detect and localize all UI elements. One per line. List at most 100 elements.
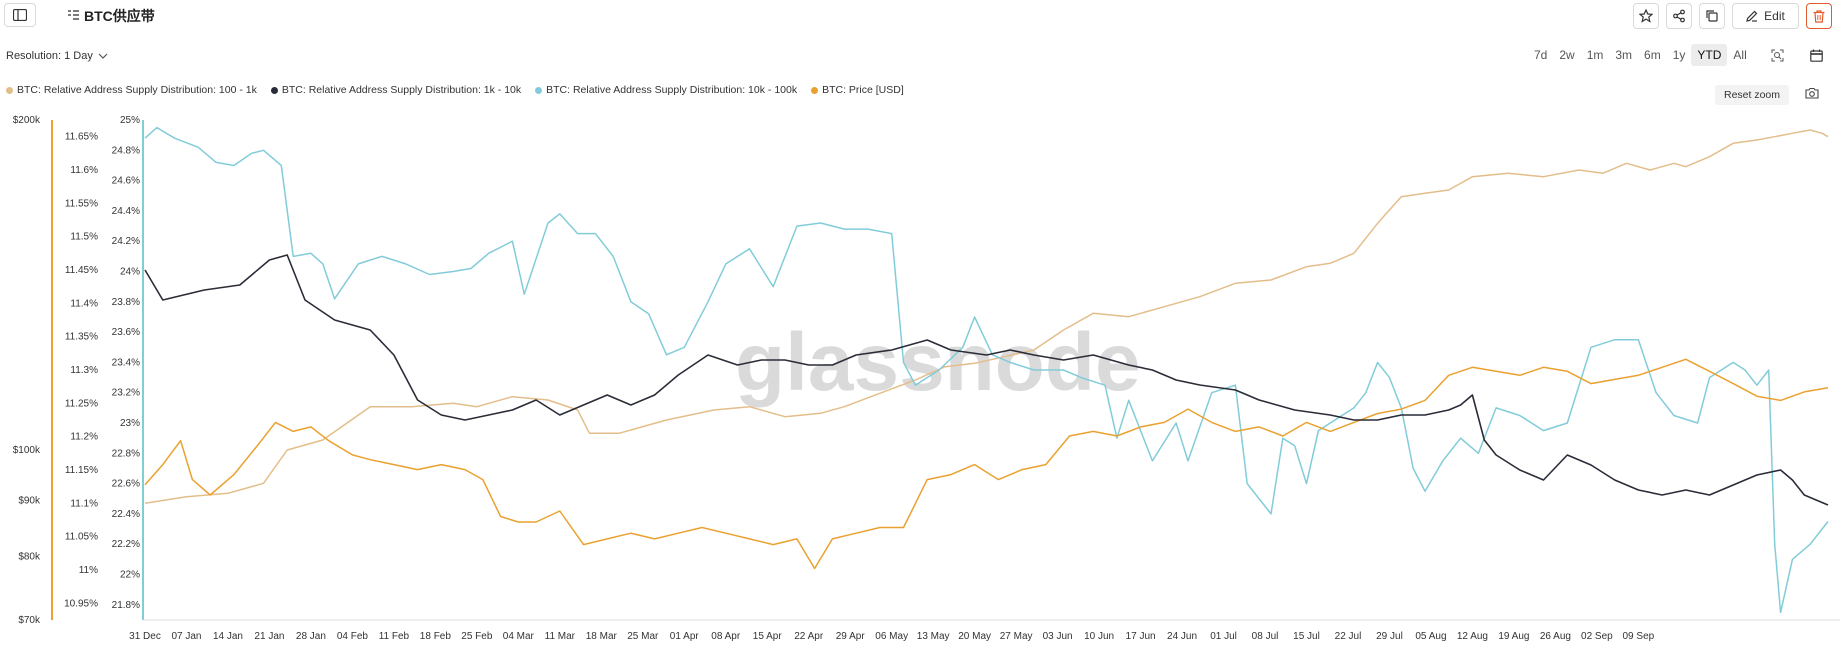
legend-dot-10k-100k [535,86,543,94]
pct-10k-100k-tick-label: 23% [120,418,140,429]
x-tick-label: 11 Mar [545,631,576,642]
x-tick-label: 26 Aug [1540,631,1571,642]
price-tick-label: $100k [13,445,41,456]
copy-icon [1706,10,1718,22]
x-tick-label: 01 Jul [1210,631,1237,642]
x-tick-label: 11 Feb [379,631,410,642]
x-tick-label: 31 Dec [129,631,161,642]
copy-button[interactable] [1699,3,1725,29]
pct-10k-100k-tick-label: 23.6% [112,327,140,338]
pct-10k-100k-tick-label: 24% [120,267,140,278]
series-line-1k-10k[interactable] [144,254,1829,506]
x-tick-label: 22 Apr [794,631,824,642]
price-tick-label: $90k [18,495,41,506]
price-tick-label: $80k [18,551,41,562]
delete-button[interactable] [1806,3,1832,29]
edit-button[interactable]: Edit [1732,3,1799,29]
legend-item-price[interactable]: BTC: Price [USD] [811,84,904,96]
range-7d[interactable]: 7d [1534,48,1548,62]
resolution-select[interactable]: Resolution: 1 Day [6,50,108,62]
legend-item-100-1k[interactable]: BTC: Relative Address Supply Distributio… [6,84,257,96]
series-lines [144,126,1829,614]
legend-label-price: BTC: Price [USD] [822,84,904,96]
pct-10k-100k-tick-label: 24.2% [112,236,140,247]
range-6m[interactable]: 6m [1644,48,1661,62]
pct-100-1k-tick-label: 11.05% [65,532,98,543]
price-tick-label: $200k [13,115,41,126]
pct-10k-100k-tick-label: 22% [120,570,140,581]
pct-100-1k-tick-label: 10.95% [64,598,98,609]
pct-100-1k-tick-label: 11.65% [65,132,98,143]
price-axis-ticks: $200k $100k $90k $80k $70k [13,115,41,626]
watermark: glassnode [735,317,1141,408]
x-tick-label: 02 Sep [1581,631,1613,642]
x-tick-label: 18 Feb [420,631,452,642]
x-tick-label: 08 Apr [711,631,741,642]
sidebar-toggle-button[interactable] [4,3,36,27]
pct-100-1k-tick-label: 11.5% [70,232,98,243]
series-line-100-1k[interactable] [144,129,1829,505]
x-tick-label: 15 Jul [1293,631,1320,642]
legend-item-1k-10k[interactable]: BTC: Relative Address Supply Distributio… [270,84,522,96]
pencil-icon [1746,10,1758,22]
range-1m[interactable]: 1m [1586,48,1604,62]
pct-100-1k-tick-label: 11.45% [65,265,98,276]
pct-10k-100k-tick-label: 22.6% [112,479,140,490]
sidebar-toggle-icon [13,9,27,21]
x-tick-label: 12 Aug [1457,631,1488,642]
legend-dot-100-1k [6,86,13,94]
x-tick-label: 15 Apr [753,631,783,642]
pct-10k-100k-tick-label: 23.2% [112,388,140,399]
trash-icon [1813,9,1825,23]
x-tick-label: 29 Apr [836,631,866,642]
top-bar: BTC供应带 Edit [0,0,1843,34]
x-tick-label: 14 Jan [213,631,243,642]
camera-icon[interactable] [1805,87,1819,99]
star-icon [1639,9,1653,23]
favorite-button[interactable] [1633,3,1659,29]
zoom-icon[interactable] [1771,49,1784,62]
pct-100-1k-tick-label: 11.15% [65,465,98,476]
pct-100-1k-axis-ticks: 11.65% 11.6% 11.55% 11.5% 11.45% 11.4% 11.35% 1… [64,132,98,610]
x-tick-label: 03 Jun [1043,631,1073,642]
x-tick-label: 18 Mar [586,631,618,642]
legend-label-1k-10k: BTC: Relative Address Supply Distributio… [281,84,522,96]
x-tick-label: 17 Jun [1126,631,1156,642]
x-tick-label: 08 Jul [1252,631,1279,642]
series-line-10k-100k[interactable] [144,126,1829,614]
calendar-button[interactable] [1803,43,1829,67]
range-3m[interactable]: 3m [1615,48,1633,62]
x-tick-label: 06 May [875,631,908,642]
x-tick-label: 04 Feb [337,631,369,642]
reset-zoom-button[interactable]: Reset zoom [1715,85,1790,105]
pct-100-1k-tick-label: 11.35% [65,332,98,343]
range-selector: 7d 2w 1m 3m 6m 1y YTD All [1528,44,1753,66]
chart-legend: BTC: Relative Address Supply Distributio… [6,84,904,96]
price-tick-label: $70k [18,615,41,626]
range-2w[interactable]: 2w [1559,48,1575,62]
range-ytd[interactable]: YTD [1691,44,1728,66]
edit-label: Edit [1764,9,1785,23]
x-tick-label: 20 May [958,631,991,642]
range-1y[interactable]: 1y [1672,48,1686,62]
pct-100-1k-tick-label: 11.6% [70,165,98,176]
share-button[interactable] [1666,3,1692,29]
x-tick-label: 05 Aug [1415,631,1446,642]
x-tick-label: 28 Jan [296,631,326,642]
x-tick-label: 01 Apr [670,631,700,642]
pct-100-1k-tick-label: 11.2% [70,432,98,443]
range-all[interactable]: All [1733,48,1747,62]
x-tick-label: 21 Jan [254,631,284,642]
legend-item-10k-100k[interactable]: BTC: Relative Address Supply Distributio… [535,84,797,96]
list-icon [68,10,79,20]
pct-10k-100k-tick-label: 22.4% [112,509,140,520]
x-tick-label: 19 Aug [1498,631,1529,642]
pct-10k-100k-tick-label: 24.6% [112,176,140,187]
x-tick-label: 10 Jun [1084,631,1114,642]
pct-100-1k-tick-label: 11% [79,565,98,576]
x-tick-label: 24 Jun [1167,631,1197,642]
pct-100-1k-tick-label: 11.3% [70,365,98,376]
pct-10k-100k-axis-ticks: 25% 24.8% 24.6% 24.4% 24.2% 24% 23.8% 23.6% 23.4… [112,115,140,611]
series-line-price[interactable] [144,358,1829,570]
